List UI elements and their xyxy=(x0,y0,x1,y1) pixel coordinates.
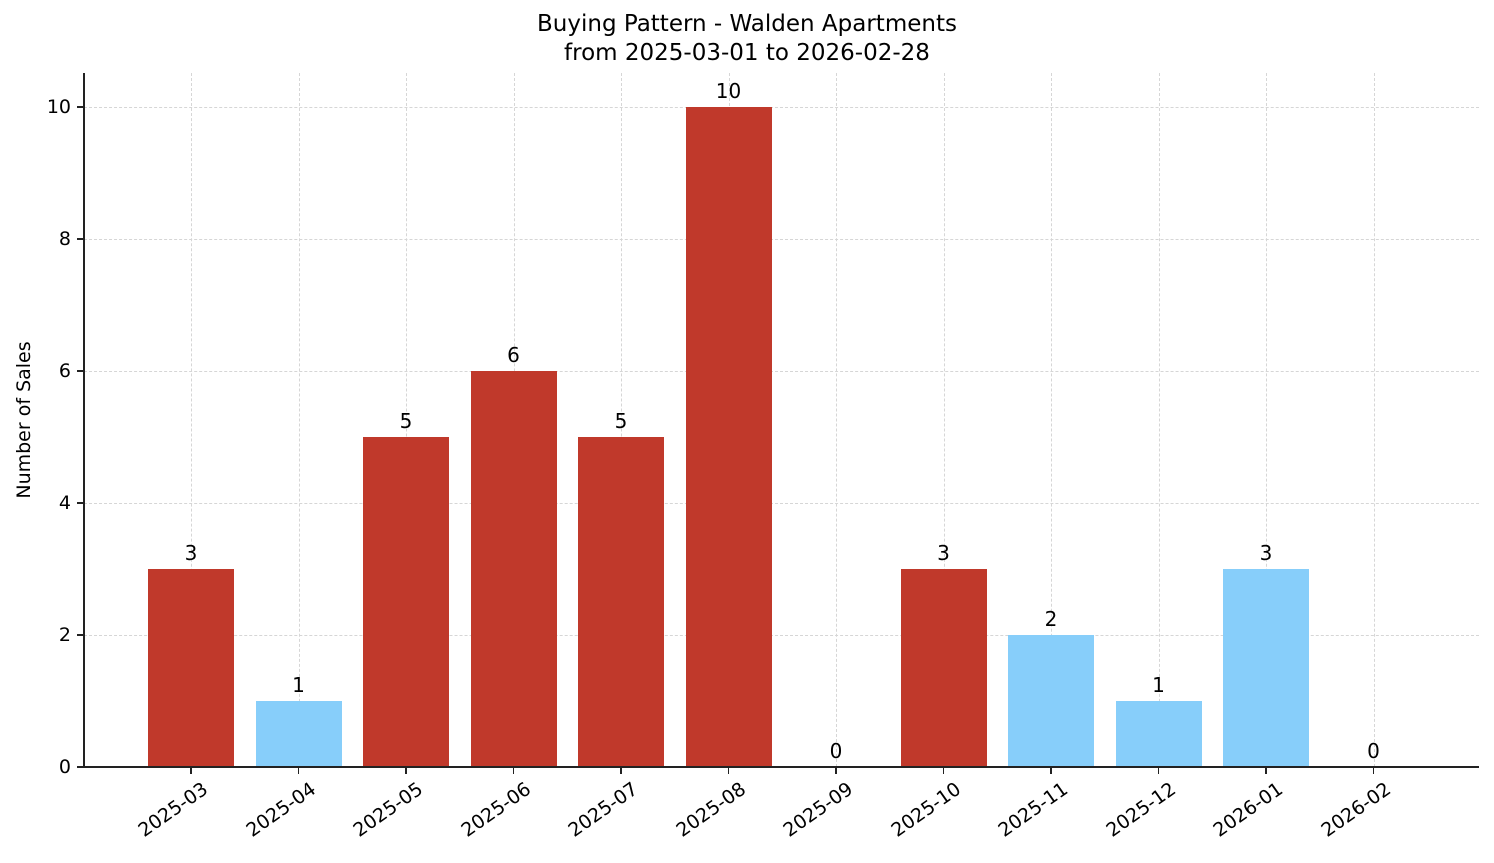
grid-line-x xyxy=(1266,73,1267,767)
x-tick-label: 2025-03 xyxy=(134,778,213,842)
x-tick xyxy=(835,768,837,774)
y-tick-label: 10 xyxy=(46,96,71,118)
bar-value-label: 1 xyxy=(292,673,305,697)
x-axis-line xyxy=(83,766,1479,768)
grid-line-y xyxy=(84,239,1479,240)
y-tick xyxy=(77,106,83,108)
y-tick-label: 6 xyxy=(58,360,71,382)
bar-value-label: 1 xyxy=(1152,673,1165,697)
plot-area: 3 1 5 6 5 10 0 3 2 1 3 0 xyxy=(84,73,1479,768)
grid-line-x xyxy=(836,73,837,767)
y-tick-label: 8 xyxy=(58,228,71,250)
y-tick xyxy=(77,766,83,768)
y-tick xyxy=(77,502,83,504)
grid-line-x xyxy=(943,73,945,767)
x-tick-label: 2026-02 xyxy=(1316,778,1395,842)
x-tick-label: 2025-09 xyxy=(779,778,858,842)
bar-value-label: 2 xyxy=(1044,607,1058,631)
grid-line-y xyxy=(84,503,1479,504)
chart-subtitle: from 2025-03-01 to 2026-02-28 xyxy=(564,40,930,66)
x-tick xyxy=(1372,768,1374,774)
bar-2025-04 xyxy=(255,701,342,767)
bar-value-label: 0 xyxy=(1367,739,1380,763)
y-axis-line xyxy=(83,73,85,768)
x-tick xyxy=(620,768,622,774)
grid-line-x xyxy=(621,73,622,767)
x-tick-label: 2025-04 xyxy=(241,778,320,842)
x-tick xyxy=(297,768,299,774)
grid-line-x xyxy=(191,73,192,767)
bar-2025-06 xyxy=(470,371,557,767)
bar-value-label: 10 xyxy=(715,79,742,103)
bar-value-label: 3 xyxy=(184,541,198,565)
x-tick-label: 2025-11 xyxy=(994,778,1073,842)
x-tick xyxy=(942,768,944,774)
bar-value-label: 3 xyxy=(937,541,950,565)
y-tick xyxy=(77,634,83,636)
x-tick xyxy=(190,768,192,774)
y-tick xyxy=(77,238,83,240)
x-tick-label: 2025-10 xyxy=(886,778,965,842)
grid-line-x xyxy=(1158,73,1160,767)
x-tick-label: 2025-08 xyxy=(671,778,750,842)
bar-2025-07 xyxy=(578,437,664,767)
x-tick xyxy=(1157,768,1159,774)
bar-value-label: 5 xyxy=(399,409,413,433)
chart-title: Buying Pattern - Walden Apartments from … xyxy=(0,10,1494,68)
y-axis-label: Number of Sales xyxy=(13,341,35,499)
bar-2025-10 xyxy=(900,569,987,767)
x-tick xyxy=(1265,768,1267,774)
grid-line-x xyxy=(1051,73,1052,767)
bar-2026-01 xyxy=(1223,569,1309,767)
x-tick xyxy=(405,768,407,774)
grid-line-x xyxy=(298,73,300,767)
bar-value-label: 3 xyxy=(1259,541,1273,565)
bar-value-label: 0 xyxy=(829,739,843,763)
x-tick xyxy=(727,768,729,774)
grid-line-y xyxy=(84,635,1479,636)
grid-line-y xyxy=(84,371,1479,372)
bar-2025-12 xyxy=(1115,701,1202,767)
grid-line-x xyxy=(1373,73,1375,767)
x-tick-label: 2025-12 xyxy=(1101,778,1180,842)
x-tick-label: 2025-07 xyxy=(564,778,643,842)
bar-2025-05 xyxy=(363,437,449,767)
x-tick-label: 2025-05 xyxy=(349,778,428,842)
x-tick xyxy=(1050,768,1052,774)
y-tick xyxy=(77,370,83,372)
grid-line-x xyxy=(406,73,407,767)
y-tick-label: 2 xyxy=(58,624,71,646)
bar-2025-08 xyxy=(685,107,772,767)
x-tick xyxy=(512,768,514,774)
chart-title-main: Buying Pattern - Walden Apartments xyxy=(537,11,957,37)
y-tick-label: 0 xyxy=(58,756,71,778)
bar-2025-11 xyxy=(1008,635,1094,767)
bar-value-label: 6 xyxy=(507,343,520,367)
grid-line-y xyxy=(84,107,1479,108)
y-tick-label: 4 xyxy=(58,492,71,514)
bar-value-label: 5 xyxy=(614,409,628,433)
x-tick-label: 2026-01 xyxy=(1209,778,1288,842)
bar-2025-03 xyxy=(148,569,234,767)
x-tick-label: 2025-06 xyxy=(456,778,535,842)
